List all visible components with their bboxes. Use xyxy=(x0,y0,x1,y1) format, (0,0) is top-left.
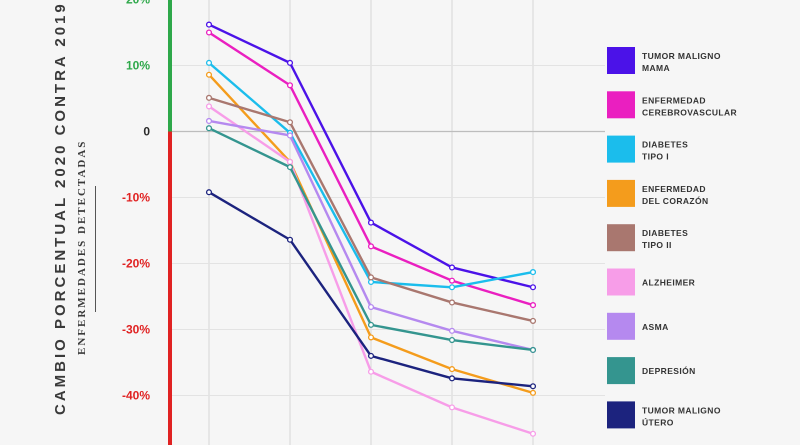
y-tick-label: -10% xyxy=(122,191,150,205)
data-point xyxy=(448,375,456,382)
legend-swatch xyxy=(607,224,635,252)
data-point xyxy=(529,383,537,390)
series-line xyxy=(208,127,534,352)
series-line xyxy=(208,61,534,289)
series-line xyxy=(208,73,534,395)
y-tick-label: -40% xyxy=(122,389,150,403)
legend-label: DIABETES xyxy=(642,140,688,150)
data-point xyxy=(448,299,456,306)
data-point xyxy=(205,117,213,124)
data-point xyxy=(286,119,294,126)
data-point xyxy=(448,366,456,373)
legend-swatch xyxy=(607,268,635,296)
data-point xyxy=(286,129,294,136)
y-tick-label: 0 xyxy=(143,125,150,139)
y-tick-label: 10% xyxy=(126,59,150,73)
y-tick-label: 20% xyxy=(126,0,150,7)
y-axis-title: CAMBIO PORCENTUAL 2020 CONTRA 2019 xyxy=(52,1,69,415)
y-axis-title-divider xyxy=(95,186,96,312)
data-point xyxy=(367,219,375,226)
data-point xyxy=(529,389,537,396)
data-point xyxy=(529,346,537,354)
data-point xyxy=(529,302,537,309)
series-line xyxy=(208,23,534,289)
series-line xyxy=(208,119,534,352)
legend-label: DIABETES xyxy=(642,228,688,238)
legend-label: DEPRESIÓN xyxy=(642,365,696,376)
legend-swatch xyxy=(607,135,635,163)
legend-label: DEL CORAZÓN xyxy=(642,195,709,206)
legend-swatch xyxy=(607,357,635,385)
series-line xyxy=(208,31,534,307)
series-line xyxy=(208,96,534,323)
data-point xyxy=(367,352,375,359)
data-point xyxy=(367,334,375,341)
y-axis-subtitle: ENFERMEDADES DETECTADAS xyxy=(76,139,88,355)
data-point xyxy=(448,404,456,411)
data-point xyxy=(529,317,537,324)
data-point xyxy=(205,189,213,196)
data-point xyxy=(286,132,294,139)
data-point xyxy=(205,94,213,101)
data-point xyxy=(448,284,456,291)
legend-label: TIPO I xyxy=(642,152,669,162)
legend-label: ÚTERO xyxy=(642,416,674,427)
legend-label: TIPO II xyxy=(642,240,672,250)
data-point xyxy=(286,236,294,243)
legend-swatch xyxy=(607,91,635,119)
legend-swatch xyxy=(607,179,635,207)
series-line xyxy=(208,191,534,388)
legend-label: ENFERMEDAD xyxy=(642,95,706,105)
data-point xyxy=(205,103,213,110)
data-point xyxy=(367,243,375,250)
data-point xyxy=(448,327,456,334)
legend-label: ENFERMEDAD xyxy=(642,184,706,194)
data-point xyxy=(286,164,294,171)
data-point xyxy=(367,368,375,375)
data-point xyxy=(448,264,456,271)
data-point xyxy=(367,274,375,281)
data-point xyxy=(448,277,456,284)
legend-swatch xyxy=(607,47,635,74)
legend-label: ASMA xyxy=(642,322,669,332)
series-line xyxy=(208,105,534,435)
data-point xyxy=(205,29,213,36)
data-point xyxy=(529,284,537,291)
legend-label: TUMOR MALIGNO xyxy=(642,51,721,61)
legend-label: CEREBROVASCULAR xyxy=(642,107,737,117)
legend-swatch xyxy=(607,312,635,340)
data-point xyxy=(367,304,375,311)
legend-label: MAMA xyxy=(642,63,670,73)
data-point xyxy=(286,158,294,165)
legend-label: ALZHEIMER xyxy=(642,278,695,288)
data-point xyxy=(286,158,294,165)
data-point xyxy=(529,346,537,354)
data-point xyxy=(367,278,375,286)
y-tick-label: -20% xyxy=(122,257,150,271)
data-point xyxy=(529,430,537,437)
data-point xyxy=(205,21,213,28)
legend-swatch xyxy=(607,401,635,429)
data-point xyxy=(367,321,375,328)
legend-label: TUMOR MALIGNO xyxy=(642,405,721,415)
data-point xyxy=(448,337,456,344)
data-point xyxy=(286,59,294,66)
data-point xyxy=(286,82,294,89)
data-point xyxy=(529,269,537,276)
data-point xyxy=(205,71,213,78)
data-point xyxy=(205,125,213,132)
data-point xyxy=(205,59,213,66)
y-tick-label: -30% xyxy=(122,323,150,337)
